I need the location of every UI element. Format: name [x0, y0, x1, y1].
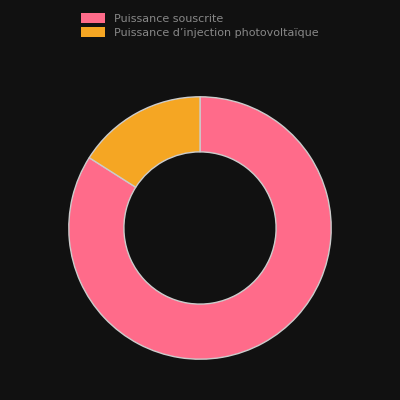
- Wedge shape: [69, 97, 331, 359]
- Legend: Puissance souscrite, Puissance d’injection photovoltaïque: Puissance souscrite, Puissance d’injecti…: [78, 10, 322, 41]
- Wedge shape: [89, 97, 200, 187]
